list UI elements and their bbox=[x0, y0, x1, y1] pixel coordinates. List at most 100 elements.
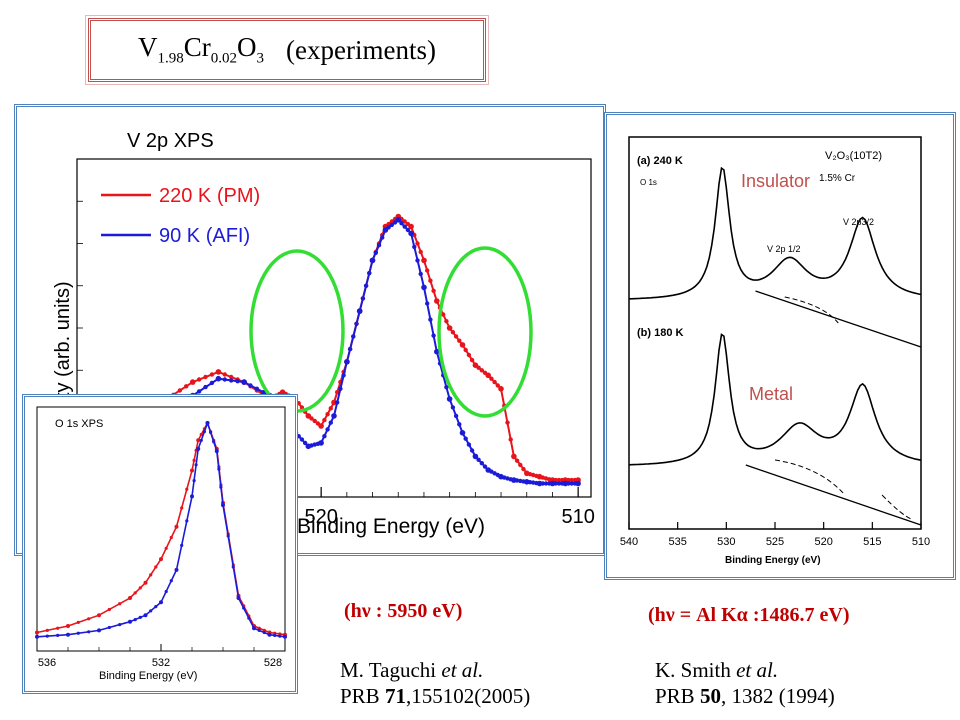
smith-fit-b bbox=[774, 459, 844, 494]
o1s-data-marker bbox=[199, 438, 203, 442]
data-marker bbox=[489, 376, 494, 381]
data-marker bbox=[222, 377, 227, 382]
o1s-data-marker bbox=[192, 458, 196, 462]
data-marker bbox=[527, 480, 533, 485]
data-point-afi bbox=[369, 257, 376, 264]
ref-left: M. Taguchi et al. PRB 71,155102(2005) bbox=[340, 657, 530, 709]
data-marker bbox=[322, 434, 327, 439]
data-marker bbox=[299, 437, 305, 442]
o1s-data-marker bbox=[185, 487, 189, 491]
data-marker bbox=[389, 222, 394, 228]
o1s-data-marker bbox=[56, 626, 60, 630]
highlight-ellipse-right bbox=[437, 246, 533, 418]
data-marker bbox=[495, 383, 500, 388]
data-marker bbox=[553, 477, 558, 483]
data-marker bbox=[229, 378, 234, 383]
o1s-data-marker bbox=[87, 617, 91, 621]
o1s-data-point bbox=[190, 468, 194, 473]
data-point-pm bbox=[446, 325, 453, 331]
data-marker bbox=[209, 380, 215, 386]
data-point-pm bbox=[511, 453, 517, 460]
data-marker bbox=[441, 312, 446, 317]
data-marker bbox=[177, 388, 182, 393]
data-marker bbox=[415, 258, 420, 263]
o1s-data-marker bbox=[273, 631, 277, 635]
legend-label-afi: 90 K (AFI) bbox=[159, 225, 250, 247]
data-marker bbox=[309, 416, 314, 421]
o1s-data-marker bbox=[273, 633, 277, 637]
data-point-afi bbox=[562, 480, 569, 487]
energy-left-caption: (hν : 5950 eV) bbox=[344, 600, 463, 622]
panel-a-label: (a) 240 K bbox=[637, 155, 683, 167]
data-point-pm bbox=[421, 257, 427, 264]
v2p12-label: V 2p 1/2 bbox=[767, 244, 801, 254]
data-marker bbox=[360, 296, 366, 301]
data-marker bbox=[566, 477, 571, 483]
data-marker bbox=[235, 379, 240, 384]
o1s-data-marker bbox=[202, 430, 206, 434]
data-marker bbox=[363, 283, 369, 288]
o1s-data-marker bbox=[180, 506, 184, 510]
data-marker bbox=[453, 413, 459, 419]
x-tick-label: 520 bbox=[304, 506, 337, 528]
o1s-data-marker bbox=[118, 623, 122, 627]
o1s-inset-panel: O 1s XPS Binding Energy (eV) 536 532 528 bbox=[22, 394, 298, 694]
o1s-data-marker bbox=[209, 430, 213, 434]
o1s-data-marker bbox=[107, 607, 111, 612]
o1s-data-point bbox=[128, 596, 132, 600]
data-marker bbox=[184, 384, 189, 389]
data-marker bbox=[543, 481, 549, 486]
data-marker bbox=[335, 400, 340, 405]
o1s-x-tick-label: 528 bbox=[264, 657, 282, 669]
data-point-pm bbox=[485, 372, 492, 379]
o1s-data-marker bbox=[257, 628, 261, 632]
o1s-data-point bbox=[190, 494, 194, 499]
smith-spectrum-a bbox=[629, 166, 922, 300]
data-marker bbox=[418, 271, 423, 277]
data-marker bbox=[412, 244, 417, 250]
data-marker bbox=[463, 347, 468, 353]
data-marker bbox=[566, 481, 571, 486]
data-marker bbox=[415, 241, 420, 246]
data-point-afi bbox=[549, 480, 556, 487]
data-marker bbox=[469, 357, 475, 363]
data-marker bbox=[354, 321, 359, 326]
data-marker bbox=[444, 319, 449, 324]
o1s-data-marker bbox=[87, 630, 91, 634]
o1s-data-marker bbox=[247, 616, 251, 620]
data-marker bbox=[514, 458, 520, 463]
data-marker bbox=[322, 417, 327, 423]
data-marker bbox=[196, 389, 202, 394]
data-point-afi bbox=[241, 379, 247, 385]
o1s-data-marker bbox=[45, 634, 49, 638]
data-marker bbox=[338, 386, 343, 391]
smith-x-tick-label: 525 bbox=[766, 536, 784, 548]
smith-background-a bbox=[755, 290, 922, 348]
data-marker bbox=[466, 352, 472, 358]
o1s-data-marker bbox=[133, 591, 137, 595]
data-marker bbox=[302, 440, 308, 446]
data-marker bbox=[399, 221, 404, 226]
o1s-data-marker bbox=[118, 602, 122, 606]
o1s-data-point bbox=[128, 619, 132, 624]
data-point-pm bbox=[215, 369, 222, 375]
o1s-data-marker bbox=[185, 519, 189, 523]
o1s-xps-chart: O 1s XPS Binding Energy (eV) 536 532 528 bbox=[35, 406, 287, 682]
data-point-pm bbox=[331, 399, 337, 406]
data-marker bbox=[328, 420, 333, 425]
data-marker bbox=[469, 448, 475, 453]
data-marker bbox=[479, 368, 484, 373]
o1s-data-marker bbox=[164, 546, 168, 550]
slide-title: V1.98Cr0.02O3 (experiments) bbox=[85, 15, 489, 85]
o1s-data-marker bbox=[76, 631, 80, 635]
o1s-xlabel: Binding Energy (eV) bbox=[99, 670, 197, 682]
data-marker bbox=[508, 437, 513, 442]
o1s-data-marker bbox=[169, 579, 173, 583]
data-point-pm bbox=[408, 223, 414, 230]
data-point-afi bbox=[459, 430, 466, 436]
data-marker bbox=[444, 385, 449, 390]
smith-fit-b2 bbox=[881, 494, 912, 520]
data-point-pm bbox=[189, 379, 196, 385]
data-marker bbox=[553, 481, 558, 486]
o1s-data-marker bbox=[262, 630, 266, 635]
